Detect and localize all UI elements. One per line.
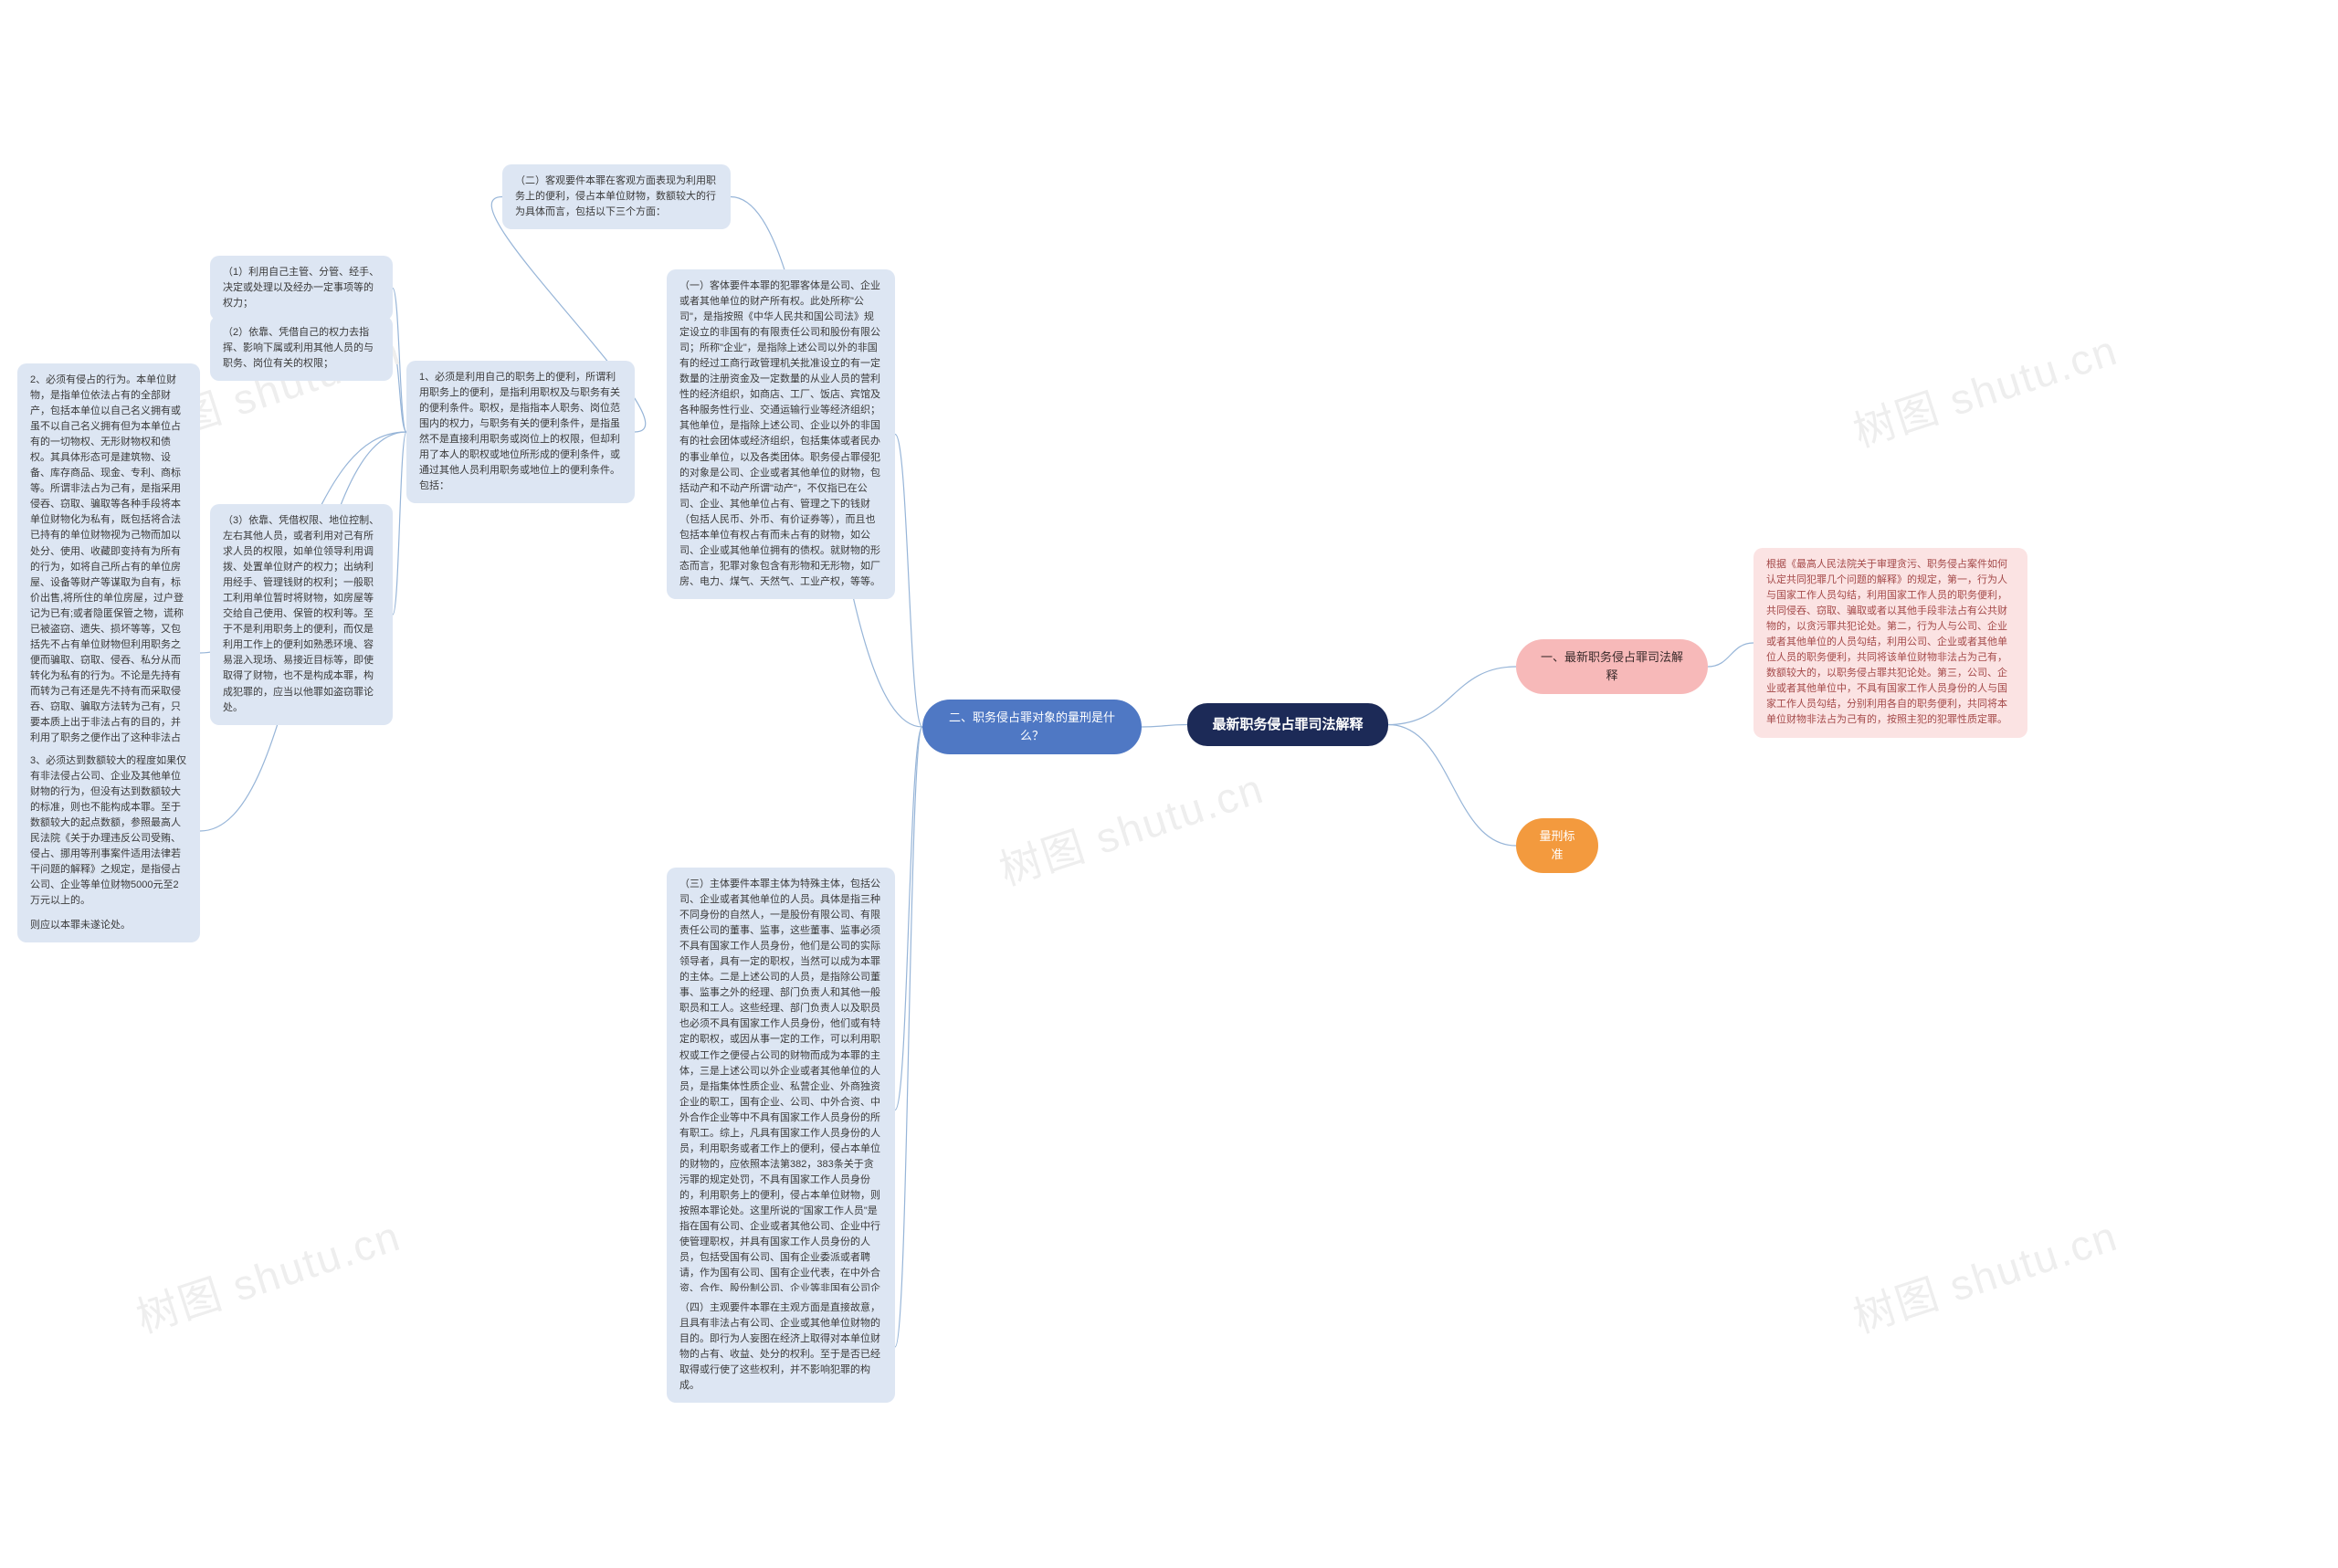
node-obj2-3: 3、必须达到数额较大的程度如果仅有非法侵占公司、企业及其他单位财物的行为，但没有… <box>17 744 200 918</box>
branch-right-1-body: 根据《最高人民法院关于审理贪污、职务侵占案件如何认定共同犯罪几个问题的解释》的规… <box>1754 548 2027 738</box>
node-obj4: （四）主观要件本罪在主观方面是直接故意，且具有非法占有公司、企业或其他单位财物的… <box>667 1291 895 1403</box>
branch-left-sec2[interactable]: 二、职务侵占罪对象的量刑是什么？ <box>922 700 1142 754</box>
mindmap-canvas: { "canvas": { "w": 2560, "h": 1717, "bg"… <box>0 0 2338 1568</box>
watermark: 树图 shutu.cn <box>128 1203 407 1345</box>
node-obj2-1: 1、必须是利用自己的职务上的便利，所谓利用职务上的便利，是指利用职权及与职务有关… <box>406 361 635 503</box>
node-obj1: （一）客体要件本罪的犯罪客体是公司、企业或者其他单位的财产所有权。此处所称"公司… <box>667 269 895 599</box>
branch-right-2[interactable]: 量刑标准 <box>1516 818 1598 873</box>
node-obj2-1-1: （1）利用自己主管、分管、经手、决定或处理以及经办一定事项等的权力； <box>210 256 393 321</box>
node-obj2-1-3: （3）依靠、凭借权限、地位控制、左右其他人员，或者利用对己有所求人员的权限，如单… <box>210 504 393 725</box>
watermark: 树图 shutu.cn <box>1845 1203 2124 1345</box>
root-node[interactable]: 最新职务侵占罪司法解释 <box>1187 703 1388 746</box>
node-obj3: （三）主体要件本罪主体为特殊主体，包括公司、企业或者其他单位的人员。具体是指三种… <box>667 868 895 1352</box>
node-obj2-head: （二）客观要件本罪在客观方面表现为利用职务上的便利，侵占本单位财物，数额较大的行… <box>502 164 731 229</box>
node-obj2-1-2: （2）依靠、凭借自己的权力去指挥、影响下属或利用其他人员的与职务、岗位有关的权限… <box>210 316 393 381</box>
branch-right-1[interactable]: 一、最新职务侵占罪司法解释 <box>1516 639 1708 694</box>
edge-layer <box>0 0 2338 1568</box>
watermark: 树图 shutu.cn <box>1845 317 2124 459</box>
watermark: 树图 shutu.cn <box>991 755 1270 898</box>
